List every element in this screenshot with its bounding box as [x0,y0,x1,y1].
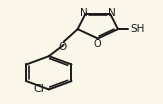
Text: Cl: Cl [33,84,44,94]
Text: N: N [80,8,87,18]
Text: SH: SH [130,24,145,34]
Text: O: O [59,42,67,52]
Text: O: O [94,39,102,49]
Text: N: N [108,8,116,18]
